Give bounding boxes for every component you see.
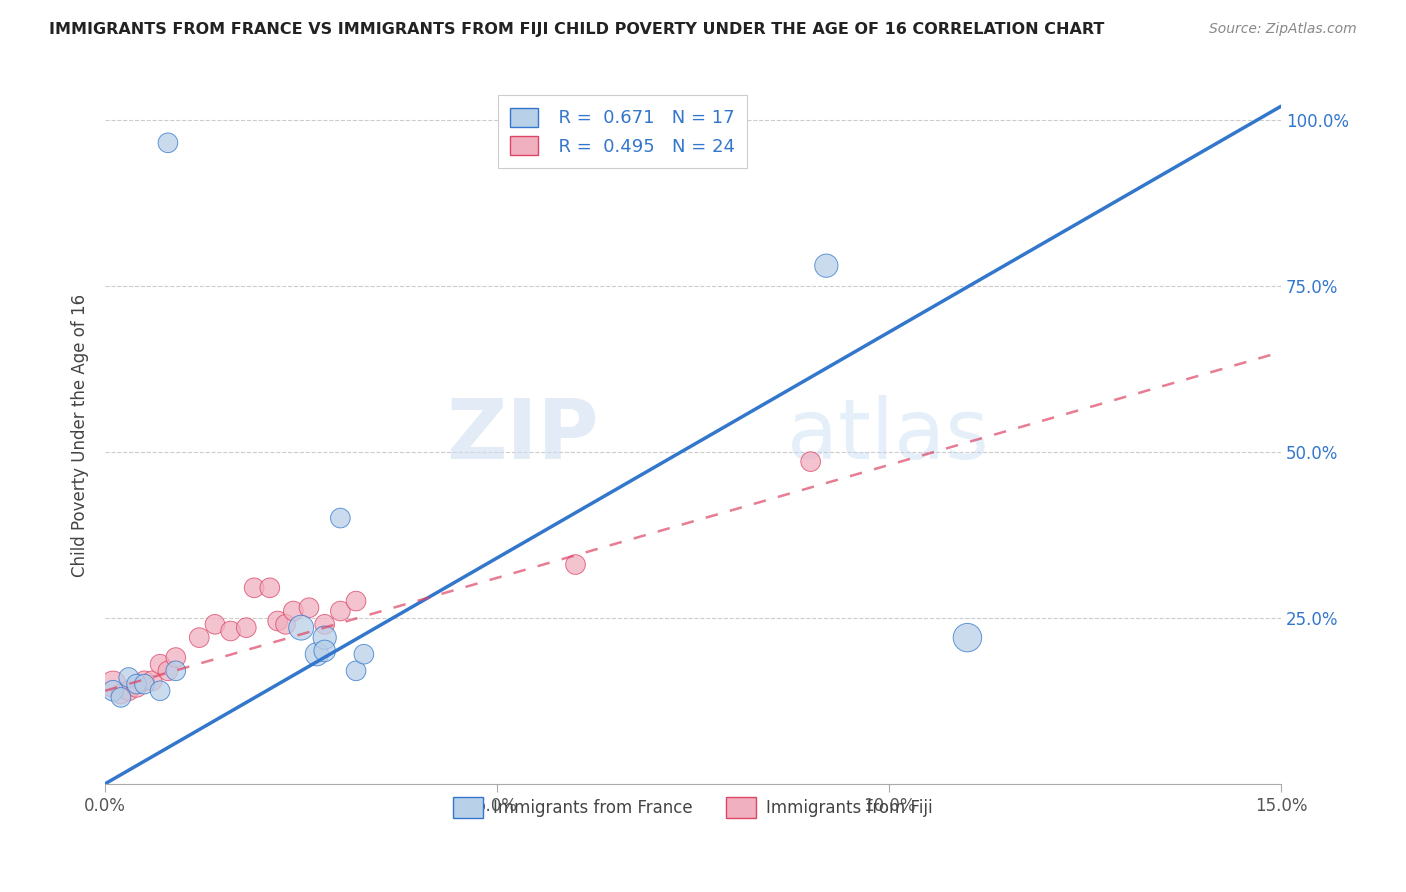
Legend: Immigrants from France, Immigrants from Fiji: Immigrants from France, Immigrants from … [447, 790, 939, 824]
Point [141, 673, 163, 688]
Point [110, 687, 132, 701]
Point [266, 614, 288, 628]
Point [156, 136, 179, 150]
Point [118, 683, 141, 698]
Point [956, 631, 979, 645]
Point [298, 600, 321, 615]
Point [165, 650, 187, 665]
Point [314, 631, 336, 645]
Point [101, 683, 124, 698]
Point [149, 657, 172, 672]
Point [125, 681, 148, 695]
Y-axis label: Child Poverty Under the Age of 16: Child Poverty Under the Age of 16 [72, 293, 89, 576]
Point [125, 677, 148, 691]
Point [219, 624, 242, 638]
Point [101, 677, 124, 691]
Point [353, 647, 375, 661]
Point [274, 617, 297, 632]
Text: ZIP: ZIP [447, 394, 599, 475]
Point [235, 621, 257, 635]
Point [290, 621, 312, 635]
Point [329, 511, 352, 525]
Point [156, 664, 179, 678]
Point [259, 581, 281, 595]
Point [243, 581, 266, 595]
Point [815, 259, 838, 273]
Point [134, 673, 156, 688]
Point [204, 617, 226, 632]
Point [118, 670, 141, 684]
Text: atlas: atlas [787, 394, 988, 475]
Point [314, 617, 336, 632]
Point [165, 664, 187, 678]
Point [344, 594, 367, 608]
Point [283, 604, 305, 618]
Text: IMMIGRANTS FROM FRANCE VS IMMIGRANTS FROM FIJI CHILD POVERTY UNDER THE AGE OF 16: IMMIGRANTS FROM FRANCE VS IMMIGRANTS FRO… [49, 22, 1105, 37]
Point [149, 683, 172, 698]
Point [344, 664, 367, 678]
Point [329, 604, 352, 618]
Point [564, 558, 586, 572]
Point [188, 631, 211, 645]
Point [305, 647, 328, 661]
Text: Source: ZipAtlas.com: Source: ZipAtlas.com [1209, 22, 1357, 37]
Point [800, 455, 823, 469]
Point [134, 677, 156, 691]
Point [110, 690, 132, 705]
Point [314, 644, 336, 658]
